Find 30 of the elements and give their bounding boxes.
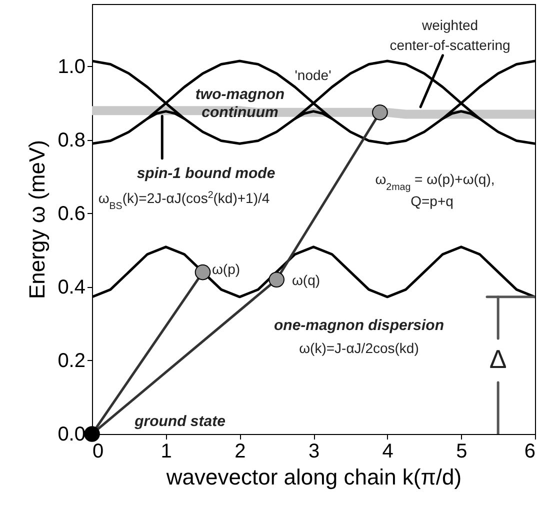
x-tick-label: 0: [92, 440, 104, 462]
y-tick-label: 0.4: [58, 276, 86, 298]
y-tick-label: 1.0: [58, 56, 86, 78]
x-tick-label: 5: [456, 440, 468, 462]
annotation: weighted: [420, 17, 478, 33]
annotation: two-magnon: [195, 86, 285, 103]
x-tick-label: 3: [308, 440, 320, 462]
y-tick-label: 0.8: [58, 129, 86, 152]
annotation: center-of-scattering: [390, 37, 510, 53]
annotation: ω$_{2mag}$ = ω(p)+ω(q),: [375, 171, 495, 192]
annotation: continuum: [202, 104, 278, 121]
x-tick-label: 2: [234, 440, 246, 462]
annotation: Q=p+q: [410, 193, 454, 209]
x-tick-label: 1: [160, 440, 172, 462]
annotation: ground state: [134, 413, 226, 430]
annotation: Δ: [489, 344, 507, 374]
x-tick-label: 6: [524, 440, 536, 462]
x-axis-title: wavevector along chain k(π/d): [165, 464, 462, 490]
annotation: 'node': [294, 67, 332, 83]
annotation: one-magnon dispersion: [274, 317, 444, 334]
y-tick-label: 0.6: [58, 202, 86, 225]
annotation: ω$_{BS}$(k)=2J-αJ(cos$^{2}$(kd)+1)/4: [98, 190, 270, 212]
y-tick-label: 0.2: [58, 350, 86, 372]
y-tick-label: 0.0: [58, 424, 86, 446]
annotation: ω(p): [212, 261, 240, 277]
annotation: spin-1 bound mode: [136, 165, 276, 182]
x-tick-label: 4: [382, 440, 394, 462]
y-axis-title: Energy ω (meV): [24, 140, 50, 299]
annotation: ω(k)=J-αJ/2cos(kd): [299, 340, 419, 356]
annotation: ω(q): [292, 272, 320, 288]
